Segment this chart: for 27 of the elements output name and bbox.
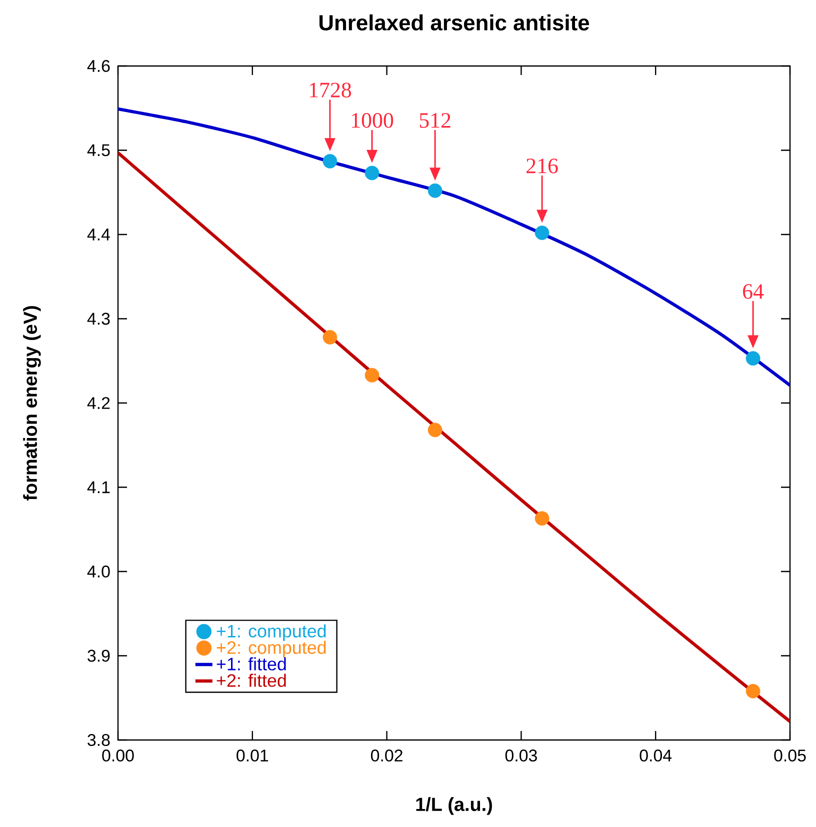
legend-label: +2: fitted	[216, 674, 286, 687]
annotation: 1728	[310, 82, 352, 98]
y-tick-label: 4.6	[87, 60, 110, 72]
y-tick-label: 4.0	[87, 566, 110, 578]
y-tick-label: 4.1	[87, 481, 110, 494]
annotation: 1000	[352, 113, 394, 128]
y-tick-label: 4.2	[87, 397, 110, 409]
y-axis-title: formation energy (eV)	[23, 306, 41, 500]
x-tick-label: 0.05	[774, 750, 806, 762]
x-axis-title: 1/L (a.u.)	[416, 797, 492, 815]
y-tick-label: 3.8	[88, 734, 110, 746]
x-tick-label: 0.01	[236, 750, 268, 762]
legend-label: +1: computed	[216, 624, 326, 642]
y-tick-label: 4.5	[87, 144, 110, 156]
x-tick-label: 0.03	[505, 750, 537, 762]
annotation: 512	[420, 113, 450, 128]
x-tick-label: 0.04	[640, 750, 672, 762]
legend-label: +1: fitted	[216, 657, 286, 670]
annotation: 64	[743, 284, 764, 299]
x-tick-label: 0.02	[370, 750, 402, 762]
y-tick-label: 4.3	[87, 312, 110, 325]
annotation: 216	[526, 158, 558, 174]
y-tick-label: 4.4	[87, 228, 110, 240]
chart-title: Unrelaxed arsenic antisite	[319, 14, 590, 30]
legend-label: +2: computed	[216, 640, 326, 658]
x-tick-label: 0.00	[102, 750, 134, 762]
y-tick-label: 3.9	[88, 650, 110, 662]
